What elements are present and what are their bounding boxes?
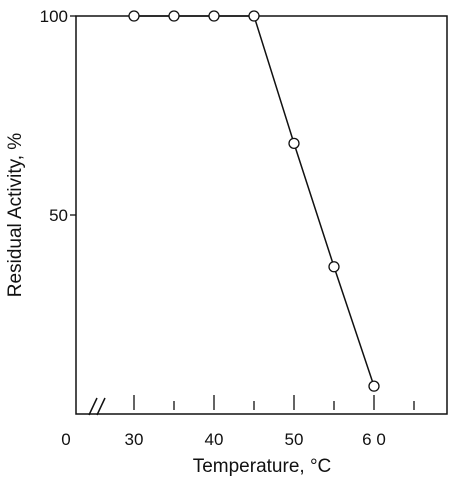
- data-point-35: [168, 10, 180, 22]
- data-point-45: [248, 10, 260, 22]
- data-point-60: [368, 380, 380, 392]
- series-line-0: [134, 15, 375, 387]
- y-tick-label-100: 100: [40, 7, 68, 26]
- x-axis-break: [88, 397, 106, 416]
- plot-frame: [75, 15, 448, 415]
- x-axis-ticks: [133, 395, 415, 410]
- y-axis-ticks: [70, 15, 76, 216]
- x-axis-tick-labels: 0 30 40 50 6 0: [61, 430, 386, 449]
- x-tick-label-50: 50: [285, 430, 304, 449]
- y-axis-tick-labels: 50 100: [40, 7, 68, 225]
- y-axis-label: Residual Activity, %: [5, 133, 26, 297]
- data-point-55: [328, 261, 340, 273]
- data-point-50: [288, 137, 300, 150]
- series-layer: [128, 10, 380, 392]
- x-tick-label-40: 40: [205, 430, 224, 449]
- x-tick-label-30: 30: [125, 430, 144, 449]
- data-point-40: [208, 10, 220, 22]
- x-tick-label-0: 0: [61, 430, 70, 449]
- y-tick-label-50: 50: [49, 206, 68, 225]
- data-point-30: [128, 10, 140, 22]
- x-tick-label-60: 6 0: [362, 430, 386, 449]
- x-axis-label: Temperature, °C: [193, 456, 332, 477]
